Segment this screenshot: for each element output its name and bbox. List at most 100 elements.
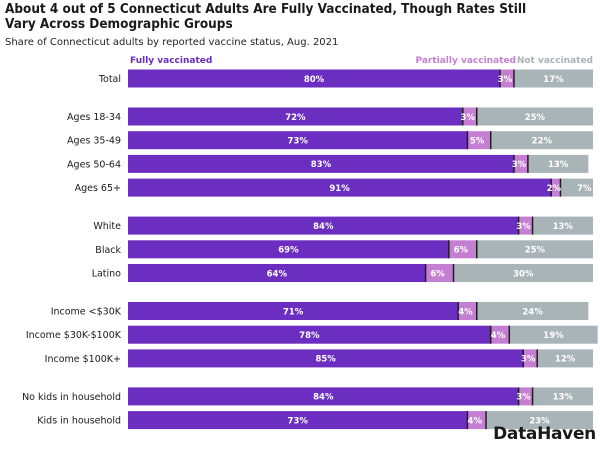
data-label: 83% — [311, 160, 332, 170]
datahaven-logo: DataHaven — [493, 424, 596, 444]
data-label: 7% — [577, 184, 592, 194]
segment-separator — [476, 240, 478, 259]
segment-separator — [489, 131, 492, 150]
chart-subtitle: Share of Connecticut adults by reported … — [5, 37, 339, 48]
data-label: 5% — [470, 137, 485, 147]
bar-segment — [560, 178, 593, 197]
bar-segment — [523, 349, 538, 368]
bar-segment — [476, 240, 593, 259]
data-label: 3% — [498, 75, 513, 85]
legend-label: Partially vaccinated — [415, 56, 516, 66]
data-label: 23% — [529, 416, 550, 426]
data-label: 73% — [288, 416, 309, 426]
data-label: 80% — [304, 75, 325, 85]
data-label: 12% — [555, 355, 576, 365]
bar-segment — [128, 302, 459, 320]
bar-segment — [532, 216, 593, 235]
bar-segment — [425, 264, 454, 282]
data-label: 2% — [547, 184, 562, 194]
bar-segment — [518, 216, 533, 235]
data-label: 6% — [430, 269, 445, 279]
segment-separator — [527, 154, 529, 173]
segment-separator — [536, 349, 538, 368]
data-label: 3% — [516, 222, 531, 232]
segment-separator — [457, 302, 459, 320]
bar-segment — [467, 411, 487, 430]
bar-segment — [458, 302, 477, 320]
data-label: 4% — [491, 331, 506, 341]
data-label: 6% — [454, 246, 469, 256]
data-label: 3% — [516, 393, 531, 403]
segment-separator — [559, 178, 562, 197]
bar-segment — [448, 240, 477, 259]
data-label: 84% — [313, 222, 334, 232]
legend-label: Fully vaccinated — [130, 56, 212, 66]
data-label: 3% — [512, 160, 527, 170]
bar-segment — [513, 69, 593, 88]
segment-separator — [522, 349, 524, 368]
segment-separator — [424, 264, 427, 282]
bar-segment — [476, 107, 593, 126]
data-label: 84% — [313, 393, 334, 403]
category-label: Total — [98, 74, 121, 85]
segment-separator — [531, 216, 534, 235]
bar-segment — [128, 411, 468, 430]
segment-separator — [448, 240, 450, 259]
category-label: Kids in household — [37, 416, 121, 427]
data-label: 91% — [329, 184, 350, 194]
bar-segment — [128, 264, 426, 282]
category-label: White — [93, 221, 121, 232]
bar-segment — [551, 178, 561, 197]
data-label: 73% — [288, 137, 309, 147]
data-label: 69% — [278, 246, 299, 256]
data-label: 24% — [522, 307, 543, 317]
segment-separator — [517, 387, 520, 406]
data-label: 3% — [461, 113, 476, 123]
category-label: Income $30K-$100K — [26, 330, 122, 341]
category-label: Latino — [92, 269, 121, 280]
category-label: Income <$30K — [51, 307, 122, 318]
data-label: 17% — [543, 75, 564, 85]
bar-segment — [128, 131, 468, 150]
bar-segment — [490, 325, 510, 344]
data-label: 85% — [315, 355, 336, 365]
segment-separator — [513, 154, 515, 173]
bar-segment — [128, 240, 449, 259]
data-label: 13% — [553, 393, 574, 403]
data-label: 13% — [548, 160, 569, 170]
chart-title: About 4 out of 5 Connecticut Adults Are … — [5, 2, 527, 32]
segment-separator — [485, 411, 487, 430]
segment-separator — [517, 216, 520, 235]
data-label: 72% — [285, 113, 306, 123]
category-label: Ages 18-34 — [67, 112, 121, 123]
data-label: 19% — [543, 331, 564, 341]
data-label: 25% — [525, 246, 546, 256]
bar-segment — [128, 216, 519, 235]
data-label: 22% — [532, 137, 553, 147]
bar-segment — [453, 264, 593, 282]
bar-segment — [128, 349, 524, 368]
bar-segment — [513, 154, 528, 173]
bar-segment — [500, 69, 514, 88]
bar-segment — [467, 131, 491, 150]
bar-segment — [532, 387, 593, 406]
bar-segment — [128, 387, 519, 406]
bar-segment — [490, 131, 593, 150]
segment-separator — [452, 264, 455, 282]
segment-separator — [466, 411, 469, 430]
category-label: Black — [95, 245, 121, 256]
segment-separator — [531, 387, 534, 406]
segment-separator — [466, 131, 469, 150]
category-label: Income $100K+ — [45, 354, 121, 365]
category-label: No kids in household — [22, 392, 121, 403]
data-label: 4% — [458, 307, 473, 317]
segment-separator — [499, 69, 501, 88]
segment-separator — [476, 107, 478, 126]
segment-separator — [508, 325, 511, 344]
bar-segment — [462, 107, 477, 126]
bar-segment — [128, 107, 463, 126]
data-label: 78% — [299, 331, 320, 341]
bar-segment — [128, 69, 500, 88]
segment-separator — [550, 178, 552, 197]
